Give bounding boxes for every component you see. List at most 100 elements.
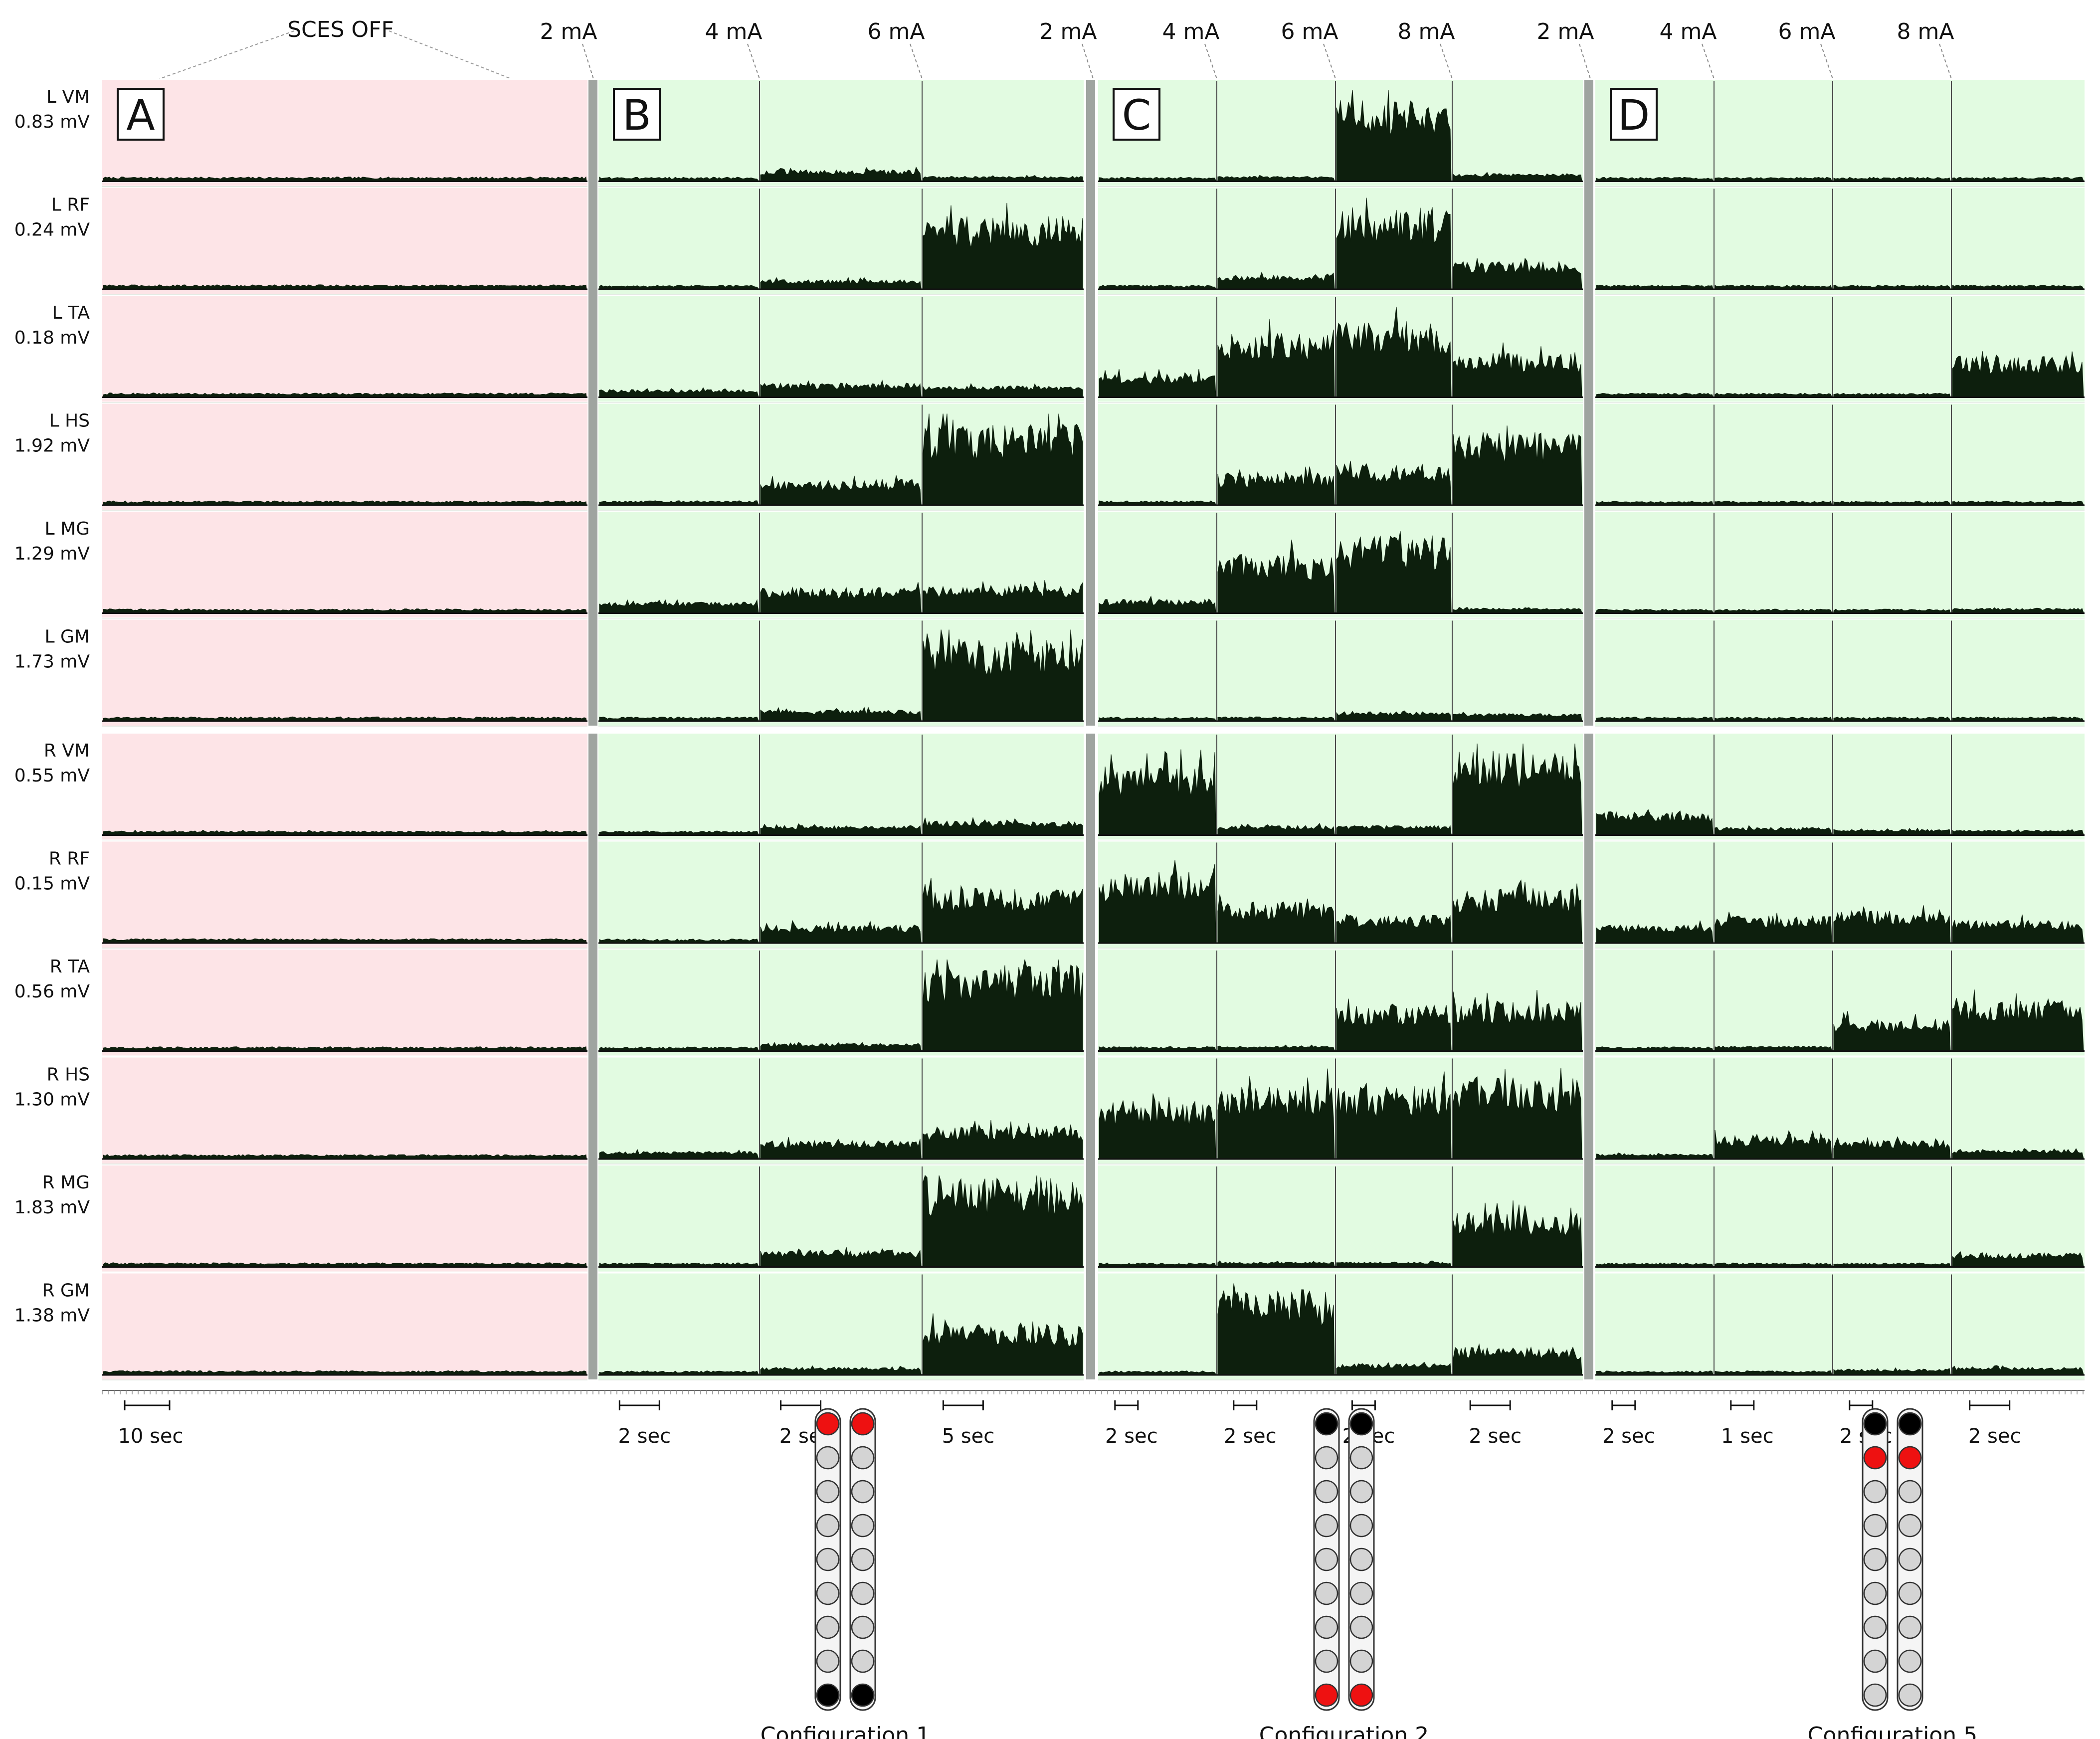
trace-row-background xyxy=(102,619,587,726)
time-scale-label: 10 sec xyxy=(118,1425,183,1448)
electrode-contact-idle xyxy=(1863,1615,1887,1639)
panel-a: A xyxy=(102,80,587,1380)
emg-trace-segment xyxy=(1833,827,1951,835)
trace-row-background xyxy=(1595,188,2085,294)
muscle-name-label: R RF xyxy=(49,849,90,869)
electrode-configuration-2: Configuration 22 Hz xyxy=(1259,1408,1429,1739)
emg-trace-segment xyxy=(1952,716,2084,721)
intensity-leader-line xyxy=(910,43,923,79)
emg-trace-segment xyxy=(1336,531,1452,613)
electrode-contact-active xyxy=(1863,1446,1887,1470)
amplitude-scale-label: 1.29 mV xyxy=(14,544,90,564)
electrode-contact-idle xyxy=(851,1649,875,1673)
electrode-contact-idle xyxy=(1898,1547,1922,1571)
emg-trace-segment xyxy=(1336,914,1452,943)
time-scale-label: 2 sec xyxy=(1968,1425,2021,1448)
emg-trace-segment xyxy=(1596,1153,1714,1159)
amplitude-scale-label: 0.15 mV xyxy=(14,874,90,894)
panel-letter: A xyxy=(126,91,155,140)
amplitude-scale-label: 0.55 mV xyxy=(14,766,90,786)
electrode-contact-idle xyxy=(1863,1649,1887,1673)
electrode-contact-idle xyxy=(1349,1615,1373,1639)
emg-trace-segment xyxy=(1453,425,1582,505)
electrode-contact-idle xyxy=(1349,1649,1373,1673)
electrode-contact-idle xyxy=(816,1446,840,1470)
electrode-contact-active xyxy=(1898,1446,1922,1470)
emg-trace-segment xyxy=(1715,1130,1832,1159)
time-scale-label: 2 sec xyxy=(618,1425,671,1448)
emg-trace-segment xyxy=(1336,197,1452,289)
emg-trace-segment xyxy=(1833,285,1951,289)
emg-trace-segment xyxy=(1596,920,1714,943)
emg-trace-segment xyxy=(1217,716,1335,721)
electrode-contact-idle xyxy=(1315,1547,1338,1571)
emg-panels: A B 2 mA 4 mA 6 mA C 2 mA 4 mA 6 mA 8 mA D 2 mA 4 mA… xyxy=(102,17,2085,1380)
emg-trace-segment xyxy=(760,920,922,943)
intensity-leader-line xyxy=(1323,43,1336,79)
emg-trace-segment xyxy=(103,284,587,289)
emg-trace-segment xyxy=(923,1175,1083,1267)
emg-trace-segment xyxy=(1952,501,2084,505)
panel-d: D 2 mA 4 mA 6 mA 8 mA xyxy=(1537,19,2085,1380)
emg-trace-segment xyxy=(923,817,1083,835)
emg-trace-segment xyxy=(1715,825,1832,835)
electrode-contact-idle xyxy=(816,1581,840,1605)
emg-trace-segment xyxy=(1217,1068,1335,1159)
emg-trace-segment xyxy=(923,1313,1083,1375)
emg-trace-segment xyxy=(760,706,922,721)
muscle-name-label: R TA xyxy=(50,957,90,977)
emg-trace-segment xyxy=(760,475,922,505)
amplitude-scale-label: 0.83 mV xyxy=(14,112,90,132)
emg-trace-segment xyxy=(1952,1365,2084,1375)
muscle-name-label: L GM xyxy=(45,627,90,647)
emg-trace-segment xyxy=(599,387,759,397)
trace-row-background xyxy=(102,296,587,402)
stimulation-intensity-label: 8 mA xyxy=(1897,19,1954,44)
emg-trace-segment xyxy=(1099,860,1216,943)
emg-trace-segment xyxy=(1336,710,1452,721)
emg-trace-segment xyxy=(1453,990,1582,1051)
emg-trace-segment xyxy=(599,1262,759,1267)
electrode-configuration-3: Configuration 52 Hz xyxy=(1808,1408,1977,1739)
electrode-contact-idle xyxy=(1315,1480,1338,1504)
trace-row-background xyxy=(1595,619,2085,726)
emg-trace-segment xyxy=(1336,1071,1452,1159)
emg-trace-segment xyxy=(599,939,759,943)
emg-trace-segment xyxy=(599,599,759,613)
trace-row-background xyxy=(1595,1165,2085,1272)
electrode-contact-idle xyxy=(1898,1514,1922,1538)
emg-trace-segment xyxy=(1833,1367,1951,1375)
panel-letter: C xyxy=(1122,91,1151,140)
emg-trace-segment xyxy=(1833,392,1951,397)
emg-trace-segment xyxy=(1833,717,1951,721)
trace-row-background xyxy=(102,841,587,948)
emg-trace-segment xyxy=(599,717,759,721)
emg-trace-segment xyxy=(1715,717,1832,721)
electrode-contact-idle xyxy=(1315,1581,1338,1605)
trace-row-background xyxy=(102,1273,587,1379)
sces-off-leader-line xyxy=(388,30,512,79)
emg-trace-segment xyxy=(1833,501,1951,505)
electrode-contact-idle xyxy=(1898,1480,1922,1504)
intensity-leader-line xyxy=(1702,43,1715,79)
emg-trace-segment xyxy=(1336,825,1452,835)
emg-trace-segment xyxy=(1453,879,1582,943)
intensity-leader-line xyxy=(582,43,594,79)
panel-separator xyxy=(588,80,597,726)
amplitude-scale-label: 0.18 mV xyxy=(14,328,90,348)
amplitude-scale-label: 1.92 mV xyxy=(14,436,90,456)
electrode-configurations: Configuration 12 HzConfiguration 22 HzCo… xyxy=(761,1408,1977,1739)
electrode-contact-idle xyxy=(1863,1514,1887,1538)
electrode-contact-idle xyxy=(1349,1581,1373,1605)
electrode-contact-active xyxy=(816,1412,840,1436)
emg-trace-segment xyxy=(1952,1251,2084,1267)
emg-trace-segment xyxy=(1099,369,1216,397)
emg-trace-segment xyxy=(103,1154,587,1159)
panel-b: B 2 mA 4 mA 6 mA xyxy=(540,19,1084,1380)
emg-trace-segment xyxy=(923,202,1083,289)
panel-separator xyxy=(1584,80,1593,726)
sces-off-leader-line xyxy=(159,30,295,79)
electrode-contact-idle xyxy=(1349,1514,1373,1538)
emg-trace-segment xyxy=(103,716,587,721)
